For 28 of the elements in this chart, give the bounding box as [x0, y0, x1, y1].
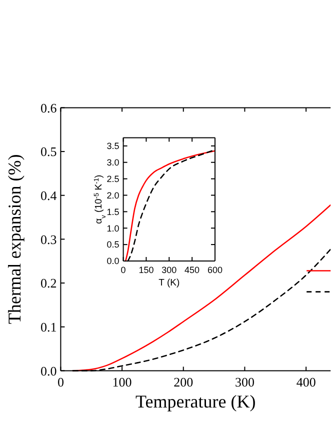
y-tick-label: 0.0 — [40, 363, 57, 378]
y-tick-label: 0.4 — [40, 188, 58, 203]
x-tick-label: 450 — [184, 265, 200, 275]
x-tick-label: 400 — [296, 374, 316, 390]
x-tick-label: 600 — [207, 265, 223, 275]
y-tick-label: 3.0 — [106, 158, 120, 168]
y-tick-label: 2.5 — [106, 174, 120, 184]
x-tick-label: 300 — [162, 265, 177, 275]
y-tick-label: 0.6 — [40, 100, 58, 116]
y-tick-label: 0.5 — [40, 144, 57, 160]
x-tick-label: 150 — [138, 265, 154, 275]
x-tick-label: 300 — [234, 374, 254, 390]
x-tick-label: 200 — [174, 374, 194, 390]
x-tick-label: 0 — [57, 374, 64, 390]
x-tick-label: 100 — [112, 374, 132, 390]
x-axis-title: Temperature (K) — [136, 392, 256, 412]
y-tick-label: 0.3 — [40, 232, 57, 247]
y-tick-label: 3.5 — [106, 141, 120, 152]
y-tick-label: 0.5 — [106, 240, 120, 250]
y-tick-label: 0.0 — [106, 256, 120, 266]
y-tick-label: 1.5 — [106, 206, 120, 217]
x-axis-title: T (K) — [158, 278, 180, 288]
x-tick-label: 0 — [120, 265, 126, 275]
y-tick-label: 0.2 — [40, 276, 57, 291]
y-axis-title: Thermal expansion (%) — [4, 154, 25, 324]
y-tick-label: 0.1 — [40, 319, 57, 334]
y-tick-label: 2.0 — [106, 190, 120, 200]
y-tick-label: 1.0 — [106, 223, 120, 234]
